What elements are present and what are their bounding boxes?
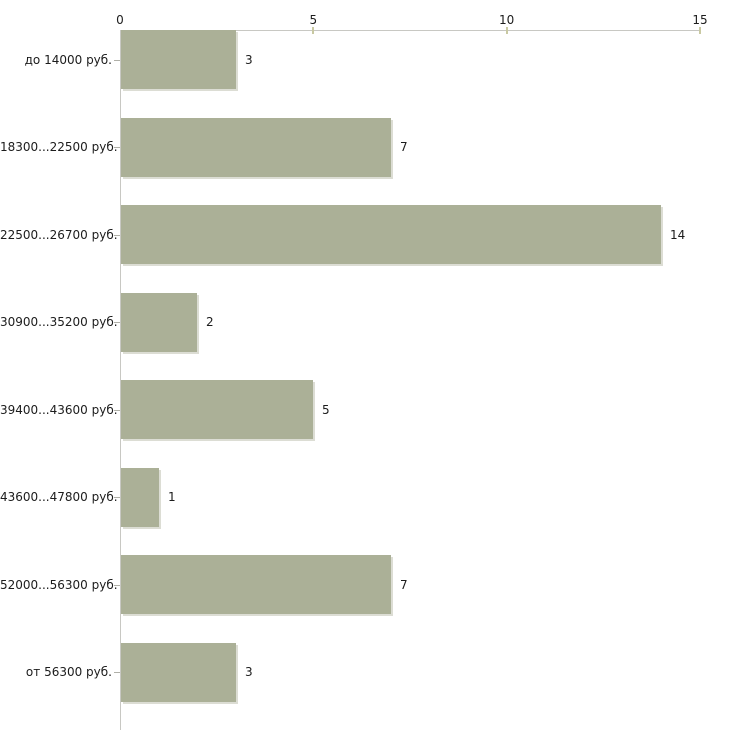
category-label: 43600...47800 руб.: [0, 490, 118, 504]
bar: [121, 380, 313, 439]
x-axis-line: [120, 30, 701, 31]
x-axis-tick-label: 10: [499, 13, 515, 27]
value-label: 5: [322, 402, 330, 417]
category-tick-mark: [114, 234, 120, 236]
category-label: до 14000 руб.: [24, 52, 112, 67]
category-label: 39400...43600 руб.: [0, 402, 118, 417]
category-label: 52000...56300 руб.: [0, 577, 118, 592]
category-label: от 56300 руб.: [25, 665, 112, 679]
category-tick-mark: [114, 497, 120, 498]
value-label: 1: [168, 490, 176, 504]
x-axis-tick-mark: [699, 27, 701, 34]
value-label: 3: [245, 665, 253, 679]
bar: [121, 642, 236, 702]
bar: [121, 555, 391, 614]
bar: [121, 30, 236, 89]
category-label: 30900...35200 руб.: [0, 315, 118, 329]
category-label: 22500...26700 руб.: [0, 227, 118, 242]
x-axis-tick-label: 15: [692, 13, 708, 27]
bar: [121, 467, 159, 527]
x-axis-tick-mark: [505, 27, 508, 34]
category-tick-mark: [114, 322, 120, 323]
category-tick-mark: [114, 584, 120, 586]
value-label: 14: [670, 227, 686, 242]
value-label: 2: [206, 315, 214, 329]
category-tick-mark: [114, 672, 120, 673]
bar: [121, 205, 661, 264]
value-label: 7: [400, 140, 408, 154]
x-axis-tick-mark: [312, 27, 315, 34]
value-label: 3: [245, 52, 253, 67]
x-axis-tick-label: 5: [309, 13, 318, 27]
bar: [121, 292, 197, 352]
x-axis-tick-label: 0: [116, 13, 124, 27]
y-axis-line: [120, 30, 121, 730]
category-tick-mark: [114, 409, 120, 411]
category-tick-mark: [114, 147, 120, 148]
value-label: 7: [400, 577, 408, 592]
category-label: 18300...22500 руб.: [0, 140, 118, 154]
bar: [121, 117, 391, 177]
category-tick-mark: [114, 59, 120, 61]
